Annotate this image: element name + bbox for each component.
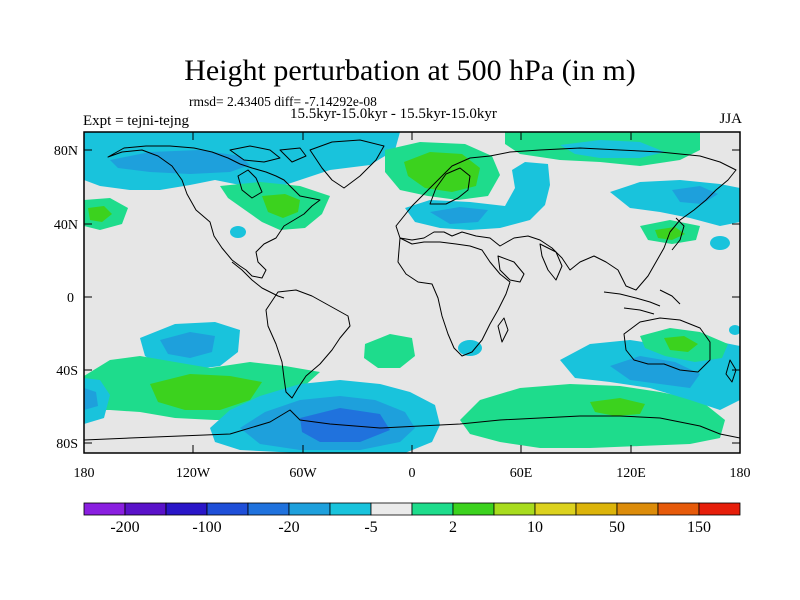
lon-ticks [83, 132, 741, 453]
lat-label-eq: 0 [67, 291, 74, 306]
lon-label-0: 0 [409, 466, 416, 481]
coast-se-asia [603, 289, 681, 315]
contour-arctic-cyan [560, 140, 665, 158]
coast-hudson-bay [237, 169, 263, 199]
colorbar-box [616, 502, 659, 516]
contour-spot-cyan-3 [729, 325, 740, 335]
lon-label-180w: 180 [74, 466, 95, 481]
colorbar-label: -200 [110, 519, 139, 536]
coast-antarctica [84, 409, 740, 441]
colorbar-box [247, 502, 290, 516]
colorbar-label: -5 [364, 519, 377, 536]
coast-africa [397, 237, 511, 357]
colorbar-box [657, 502, 700, 516]
lat-label-80n: 80N [54, 144, 78, 159]
contour-south-green-dark [150, 374, 262, 410]
coast-madagascar [497, 317, 509, 343]
contour-spacific-blue [160, 332, 215, 358]
contour-canada-green-dark [262, 194, 300, 218]
lat-label-40n: 40N [54, 218, 78, 233]
contour-npacific-green-dark [88, 206, 112, 222]
contour-madagascar-cyan [458, 340, 482, 356]
season-label: JJA [719, 111, 742, 127]
colorbar-label: 150 [687, 519, 711, 536]
colorbar-label: -100 [192, 519, 221, 536]
coast-central-america [231, 261, 285, 299]
lon-label-120e: 120E [616, 466, 646, 481]
colorbar-label: -20 [278, 519, 299, 536]
contour-spot-cyan-2 [230, 226, 246, 238]
coastlines [84, 139, 740, 441]
lat-ticks [84, 149, 740, 444]
colorbar-label: 2 [449, 519, 457, 536]
colorbar-box [83, 502, 126, 516]
coast-new-zealand [725, 359, 737, 383]
colorbar-box [165, 502, 208, 516]
coast-japan [671, 217, 685, 251]
coast-arabia-india [497, 243, 563, 283]
lon-label-60w: 60W [289, 466, 317, 481]
coast-eurasia [395, 147, 737, 291]
colorbar-box [575, 502, 618, 516]
coast-north-america [107, 145, 321, 279]
lon-label-60e: 60E [510, 466, 533, 481]
lat-label-40s: 40S [56, 364, 78, 379]
plot-subtitle: 15.5kyr-15.0kyr - 15.5kyr-15.0kyr [290, 106, 497, 122]
contour-japan-green-dark [655, 227, 685, 240]
colorbar-box [534, 502, 577, 516]
colorbar-box [411, 502, 454, 516]
colorbar: -200 -100 -20 -5 2 10 50 150 [83, 502, 741, 536]
contour-australia-green-dark [664, 336, 698, 352]
colorbar-box [288, 502, 331, 516]
coast-greenland [309, 139, 385, 189]
colorbar-box [329, 502, 372, 516]
colorbar-box [698, 502, 741, 516]
coast-south-america [265, 289, 351, 399]
coast-arctic-islands [229, 145, 281, 163]
coast-arctic-island-2 [279, 147, 307, 163]
contour-spot-cyan-1 [710, 236, 730, 250]
lat-label-80s: 80S [56, 437, 78, 452]
contour-europe-blue [430, 207, 488, 224]
contour-midatlantic-green [364, 334, 415, 368]
contour-swest-blue [84, 388, 98, 410]
contour-north-blue [110, 150, 250, 174]
map-panel: 80N 40N 0 40S 80S 180 120W 60W 0 60E 120… [54, 131, 751, 481]
colorbar-box [370, 502, 413, 516]
rmsd-stats: rmsd= 2.43405 diff= -7.14292e-08 [189, 94, 377, 109]
colorbar-box [493, 502, 536, 516]
colorbar-label: 50 [609, 519, 625, 536]
contour-australia-blue [610, 356, 700, 388]
plot-title: Height perturbation at 500 hPa (in m) [184, 54, 636, 87]
coast-scandinavia [429, 167, 471, 205]
colorbar-box [452, 502, 495, 516]
lon-label-180e: 180 [730, 466, 751, 481]
colorbar-box [206, 502, 249, 516]
contour-sindian-green-dark [590, 398, 645, 416]
colorbar-box [124, 502, 167, 516]
experiment-label: Expt = tejni-tejng [83, 113, 189, 129]
lon-label-120w: 120W [176, 466, 211, 481]
colorbar-label: 10 [527, 519, 543, 536]
coast-australia [623, 317, 711, 373]
